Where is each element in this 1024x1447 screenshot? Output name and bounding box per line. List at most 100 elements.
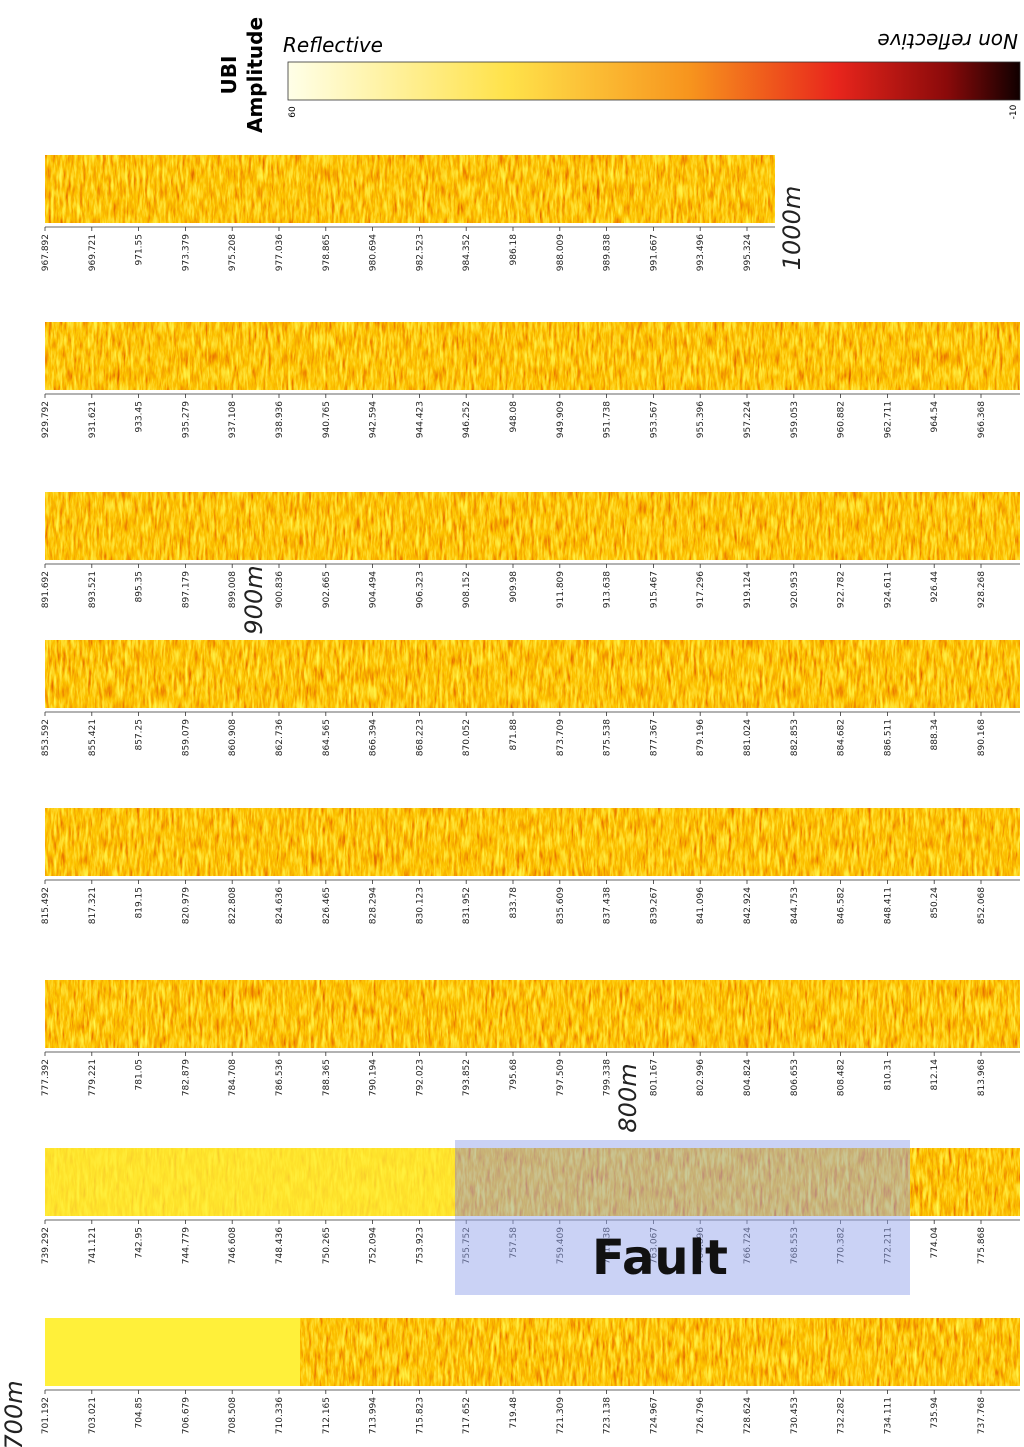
log-strip: 853.592 855.421 857.25 859.079 860.908 862.73… [41,640,1020,756]
tick-label: 732.282 [837,1397,847,1434]
tick-label: 989.838 [603,234,613,271]
tick-label: 882.853 [790,719,800,756]
tick-label: 864.565 [322,719,332,756]
tick-label: 782.879 [181,1059,191,1096]
tick-label: 793.852 [462,1059,472,1096]
tick-label: 959.053 [790,401,800,438]
depth-marker: 700m [0,1380,28,1447]
tick-label: 924.611 [883,571,893,608]
tick-label: 824.636 [275,887,285,924]
tick-label: 937.108 [228,401,238,438]
colorbar-max: 60 [288,106,298,118]
tick-label: 884.682 [837,719,847,756]
depth-markers: 1000m 900m 800m 700m [0,186,806,1447]
tick-label: 724.967 [649,1397,659,1434]
tick-label: 908.152 [462,571,472,608]
tick-label: 928.268 [977,571,987,608]
tick-label: 835.609 [556,887,566,924]
tick-label: 775.868 [977,1227,987,1264]
strip-blank [45,1148,455,1216]
strip-image [45,155,775,223]
tick-label: 886.511 [883,719,893,756]
tick-label: 734.111 [883,1397,893,1434]
tick-label: 786.536 [275,1059,285,1096]
tick-label: 962.711 [883,401,893,438]
colorbar-min: -10 [1009,104,1019,119]
tick-label: 931.621 [88,401,98,438]
tick-label: 790.194 [369,1059,379,1096]
tick-label: 911.809 [556,571,566,608]
tick-label: 746.608 [228,1227,238,1264]
tick-label: 897.179 [181,571,191,608]
depth-marker: 900m [240,565,268,634]
colorbar-title: UBI [217,56,241,95]
tick-label: 819.15 [135,887,145,919]
tick-label: 944.423 [415,401,425,438]
tick-label: 982.523 [415,234,425,271]
log-strip: 891.692 893.521 895.35 897.179 899.008 900.83… [41,492,1020,608]
tick-label: 753.923 [415,1227,425,1264]
tick-label: 922.782 [837,571,847,608]
tick-label: 735.94 [930,1397,940,1429]
tick-label: 980.694 [369,234,379,271]
strip-image [45,640,1020,708]
tick-label: 774.04 [930,1227,940,1259]
tick-label: 946.252 [462,401,472,438]
tick-label: 839.267 [649,887,659,924]
tick-label: 833.78 [509,887,519,919]
tick-label: 719.48 [509,1397,519,1429]
tick-label: 995.324 [743,234,753,271]
tick-label: 817.321 [88,887,98,924]
tick-label: 815.492 [41,887,51,924]
tick-label: 890.168 [977,719,987,756]
tick-label: 855.421 [88,719,98,756]
tick-label: 842.924 [743,887,753,924]
tick-label: 726.796 [696,1397,706,1434]
tick-label: 951.738 [603,401,613,438]
tick-label: 977.036 [275,234,285,271]
tick-label: 857.25 [135,719,145,751]
tick-label: 784.708 [228,1059,238,1096]
tick-label: 942.594 [369,401,379,438]
tick-label: 938.936 [275,401,285,438]
tick-label: 848.411 [883,887,893,924]
tick-label: 969.721 [88,234,98,271]
tick-label: 706.679 [181,1397,191,1434]
tick-label: 953.567 [649,401,659,438]
tick-label: 888.34 [930,719,940,751]
colorbar-gradient [287,61,1021,101]
tick-label: 978.865 [322,234,332,271]
tick-label: 868.223 [415,719,425,756]
tick-label: 801.167 [649,1059,659,1096]
tick-label: 701.192 [41,1397,51,1434]
tick-label: 881.024 [743,719,753,756]
tick-label: 781.05 [135,1059,145,1091]
tick-label: 822.808 [228,887,238,924]
tick-label: 913.638 [603,571,613,608]
tick-label: 777.392 [41,1059,51,1096]
tick-label: 853.592 [41,719,51,756]
tick-label: 926.44 [930,571,940,603]
tick-label: 852.068 [977,887,987,924]
tick-label: 866.394 [369,719,379,756]
tick-label: 850.24 [930,887,940,919]
tick-label: 899.008 [228,571,238,608]
tick-label: 812.14 [930,1059,940,1091]
tick-label: 792.023 [415,1059,425,1096]
tick-label: 935.279 [181,401,191,438]
tick-label: 871.88 [509,719,519,751]
strip-image [45,322,1020,390]
tick-label: 741.121 [88,1227,98,1264]
log-strip: 815.492 817.321 819.15 820.979 822.808 824.63… [41,808,1020,924]
tick-label: 748.436 [275,1227,285,1264]
tick-label: 895.35 [135,571,145,603]
tick-label: 704.85 [135,1397,145,1429]
tick-label: 810.31 [883,1059,893,1091]
tick-label: 940.765 [322,401,332,438]
tick-label: 713.994 [369,1397,379,1434]
tick-label: 837.438 [603,887,613,924]
strip-blank [45,1318,300,1386]
tick-label: 830.123 [415,887,425,924]
tick-label: 991.667 [649,234,659,271]
